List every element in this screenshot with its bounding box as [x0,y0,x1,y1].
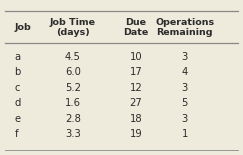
Text: 6.0: 6.0 [65,67,81,77]
Text: 1.6: 1.6 [65,98,81,108]
Text: f: f [15,129,18,139]
Text: Job: Job [15,23,31,32]
Text: c: c [15,83,20,93]
Text: a: a [15,52,21,62]
Text: 27: 27 [130,98,142,108]
Text: Job Time
(days): Job Time (days) [50,18,96,37]
Text: 18: 18 [130,114,142,124]
Text: Operations
Remaining: Operations Remaining [155,18,214,37]
Text: 5.2: 5.2 [65,83,81,93]
Text: 2.8: 2.8 [65,114,81,124]
Text: 10: 10 [130,52,142,62]
Text: 3: 3 [182,114,188,124]
Text: d: d [15,98,21,108]
Text: 3.3: 3.3 [65,129,81,139]
Text: b: b [15,67,21,77]
Text: 1: 1 [182,129,188,139]
Text: 12: 12 [130,83,142,93]
Text: 5: 5 [182,98,188,108]
Text: 3: 3 [182,83,188,93]
Text: Due
Date: Due Date [123,18,149,37]
Text: 4.5: 4.5 [65,52,81,62]
Text: 3: 3 [182,52,188,62]
Text: 19: 19 [130,129,142,139]
Text: e: e [15,114,21,124]
Text: 17: 17 [130,67,142,77]
Text: 4: 4 [182,67,188,77]
